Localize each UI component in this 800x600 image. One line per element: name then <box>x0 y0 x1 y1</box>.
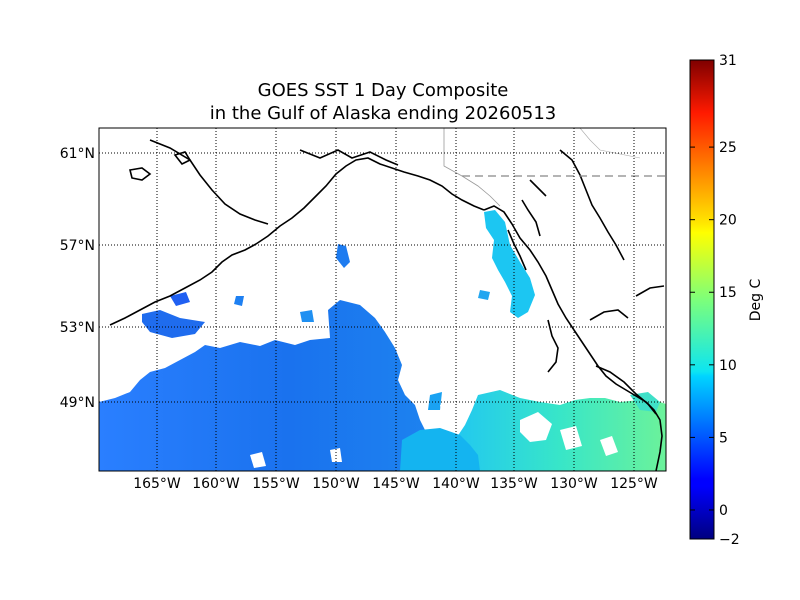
colorbar-ticks: −2 0 5 10 15 20 25 31 <box>690 53 740 548</box>
lon-label-140: 140°W <box>432 476 480 492</box>
coastline <box>109 139 665 471</box>
colorbar-tick-label: 20 <box>719 213 737 229</box>
lon-label-160: 160°W <box>192 476 240 492</box>
lat-label-61: 61°N <box>60 146 95 162</box>
colorbar-tick-label: −2 <box>719 532 740 548</box>
sst-region-inside-passage <box>484 210 535 318</box>
map-frame <box>98 127 667 472</box>
lon-label-135: 135°W <box>490 476 538 492</box>
colorbar-tick-label: 25 <box>719 140 737 156</box>
border-line <box>443 128 666 207</box>
sst-field <box>99 210 666 471</box>
sst-region-central <box>400 428 480 471</box>
sst-region-west <box>99 300 480 471</box>
lon-label-125: 125°W <box>610 476 658 492</box>
lat-label-49: 49°N <box>60 395 95 411</box>
colorbar <box>689 59 715 540</box>
graticule <box>99 128 666 471</box>
colorbar-tick-label: 15 <box>719 285 737 301</box>
lon-label-150: 150°W <box>312 476 360 492</box>
colorbar-label: Deg C <box>748 279 764 322</box>
lon-label-165: 165°W <box>133 476 181 492</box>
colorbar-tick-label: 31 <box>719 53 737 69</box>
lat-label-53: 53°N <box>60 320 95 336</box>
lon-label-145: 145°W <box>372 476 420 492</box>
colorbar-tick-label: 10 <box>719 358 737 374</box>
chart-title-line-1: GOES SST 1 Day Composite <box>257 80 509 101</box>
colorbar-tick-label: 5 <box>719 430 728 446</box>
lon-label-155: 155°W <box>252 476 300 492</box>
lat-label-57: 57°N <box>60 238 95 254</box>
chart-title-line-2: in the Gulf of Alaska ending 20260513 <box>209 103 557 124</box>
colorbar-tick-label: 0 <box>719 503 728 519</box>
lon-label-130: 130°W <box>550 476 598 492</box>
